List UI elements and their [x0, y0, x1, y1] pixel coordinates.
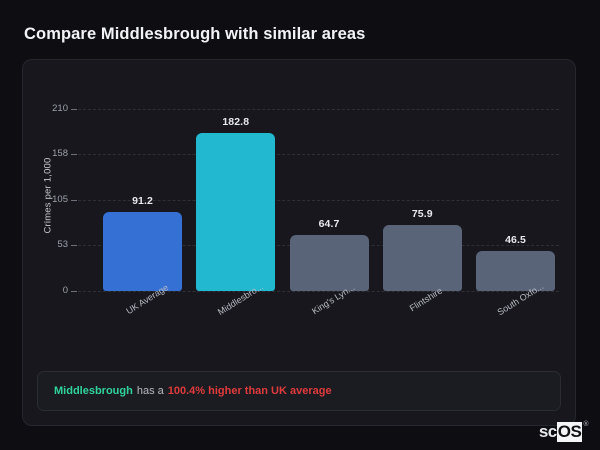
bar-rect[interactable] [382, 225, 462, 291]
y-tick-label: 105 [52, 194, 68, 205]
y-tick-mark [71, 109, 77, 110]
bar-column[interactable]: 75.9 Flintshire [382, 109, 462, 313]
bar-value-label: 64.7 [318, 217, 340, 230]
y-tick-mark [71, 291, 77, 292]
bar-rect[interactable] [196, 132, 276, 291]
y-tick-label: 210 [52, 103, 68, 114]
bar-column[interactable]: 46.5 South Oxfo... [476, 109, 555, 317]
callout-delta-text: 100.4% higher than UK average [167, 385, 332, 397]
registered-mark-icon: ® [583, 421, 588, 428]
y-tick-mark [71, 245, 77, 247]
bar-column[interactable]: 182.8 Middlesbro... [196, 109, 276, 317]
bar-value-label: 46.5 [505, 233, 526, 246]
gridline: 158 [52, 148, 559, 159]
y-tick-label: 53 [57, 239, 68, 251]
bar-rect[interactable] [289, 234, 369, 291]
gridline: 210 [52, 103, 559, 114]
callout-area-name: Middlesbrough [54, 385, 133, 397]
chart-card: Crimes per 1,000 210 158 105 53 0 91.2 UK Ave… [22, 59, 576, 426]
y-tick-mark [71, 154, 77, 156]
watermark-prefix: sc [538, 422, 557, 441]
watermark-highlight: OS [556, 422, 583, 442]
callout-middle-text: has a [136, 385, 164, 397]
scos-watermark: sc OS ® [538, 421, 588, 442]
y-tick-label: 158 [52, 148, 68, 160]
bar-value-label: 75.9 [411, 208, 433, 221]
bar-column[interactable]: 91.2 UK Average [103, 109, 182, 316]
bar-series: 91.2 UK Average 182.8 Middlesbro... 64.7 King… [103, 109, 555, 317]
page-title: Compare Middlesbrough with similar areas [24, 25, 366, 43]
chart-plot-area: Crimes per 1,000 210 158 105 53 0 91.2 UK Ave… [23, 60, 577, 340]
y-tick-mark [71, 200, 77, 201]
bar-value-label: 182.8 [222, 115, 250, 128]
comparison-callout: Middlesbrough has a 100.4% higher than U… [37, 371, 561, 411]
bar-column[interactable]: 64.7 King's Lyn... [289, 109, 369, 316]
bar-rect[interactable] [476, 250, 555, 291]
gridline: 0 [63, 285, 559, 296]
bar-rect[interactable] [103, 211, 182, 291]
bar-value-label: 91.2 [132, 194, 153, 207]
y-tick-label: 0 [62, 285, 68, 296]
gridline: 105 [52, 194, 559, 205]
